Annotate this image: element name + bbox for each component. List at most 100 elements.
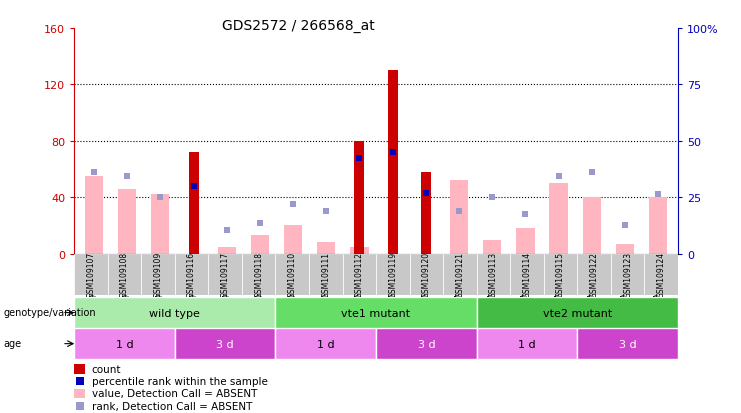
- Text: GSM109123: GSM109123: [623, 252, 632, 298]
- FancyBboxPatch shape: [343, 254, 376, 256]
- Bar: [276, 297, 476, 328]
- FancyBboxPatch shape: [243, 254, 276, 256]
- Bar: [208, 254, 242, 295]
- Bar: [317, 243, 336, 254]
- Text: vte1 mutant: vte1 mutant: [342, 308, 411, 318]
- Bar: [276, 254, 309, 295]
- Bar: [74, 389, 85, 398]
- Text: GSM109113: GSM109113: [489, 252, 498, 298]
- Text: wild type: wild type: [150, 308, 200, 318]
- FancyBboxPatch shape: [276, 254, 310, 256]
- FancyBboxPatch shape: [77, 254, 110, 256]
- Bar: [516, 229, 534, 254]
- Bar: [188, 153, 199, 254]
- Bar: [309, 254, 342, 295]
- Bar: [85, 177, 103, 254]
- Bar: [107, 254, 142, 295]
- Text: GSM109119: GSM109119: [388, 252, 397, 298]
- Bar: [388, 71, 398, 254]
- Bar: [151, 195, 170, 254]
- Bar: [483, 240, 502, 254]
- Bar: [582, 198, 601, 254]
- FancyBboxPatch shape: [110, 254, 144, 256]
- Text: percentile rank within the sample: percentile rank within the sample: [92, 376, 268, 386]
- Bar: [284, 226, 302, 254]
- Bar: [476, 297, 678, 328]
- Bar: [142, 254, 175, 295]
- Bar: [350, 247, 368, 254]
- Text: GSM109116: GSM109116: [187, 252, 196, 298]
- Text: GSM109111: GSM109111: [322, 252, 330, 298]
- FancyBboxPatch shape: [144, 254, 177, 256]
- FancyBboxPatch shape: [476, 254, 509, 256]
- Bar: [74, 297, 276, 328]
- Text: GSM109110: GSM109110: [288, 252, 296, 298]
- Text: 3 d: 3 d: [619, 339, 637, 349]
- Text: value, Detection Call = ABSENT: value, Detection Call = ABSENT: [92, 388, 257, 399]
- FancyBboxPatch shape: [575, 254, 608, 256]
- Text: GSM109121: GSM109121: [456, 252, 465, 298]
- Text: GSM109109: GSM109109: [153, 252, 162, 298]
- Text: 1 d: 1 d: [317, 339, 334, 349]
- Text: GDS2572 / 266568_at: GDS2572 / 266568_at: [222, 19, 375, 33]
- Bar: [450, 181, 468, 254]
- Bar: [276, 328, 376, 359]
- Bar: [218, 247, 236, 254]
- Text: count: count: [92, 364, 122, 374]
- Bar: [242, 254, 276, 295]
- Bar: [649, 198, 667, 254]
- FancyBboxPatch shape: [542, 254, 575, 256]
- FancyBboxPatch shape: [642, 254, 675, 256]
- Text: GSM109124: GSM109124: [657, 252, 665, 298]
- Bar: [476, 254, 511, 295]
- FancyBboxPatch shape: [210, 254, 243, 256]
- Bar: [544, 254, 577, 295]
- Bar: [376, 254, 410, 295]
- FancyBboxPatch shape: [376, 254, 409, 256]
- Bar: [410, 254, 443, 295]
- Bar: [74, 328, 175, 359]
- Text: rank, Detection Call = ABSENT: rank, Detection Call = ABSENT: [92, 401, 252, 411]
- Bar: [354, 141, 365, 254]
- Bar: [549, 184, 568, 254]
- Bar: [611, 254, 645, 295]
- Text: GSM109114: GSM109114: [522, 252, 531, 298]
- Text: 1 d: 1 d: [116, 339, 133, 349]
- FancyBboxPatch shape: [509, 254, 542, 256]
- Bar: [175, 254, 208, 295]
- FancyBboxPatch shape: [608, 254, 642, 256]
- FancyBboxPatch shape: [177, 254, 210, 256]
- Text: GSM109112: GSM109112: [355, 252, 364, 298]
- Bar: [577, 328, 678, 359]
- Text: 3 d: 3 d: [418, 339, 435, 349]
- Text: GSM109108: GSM109108: [120, 252, 129, 298]
- Text: GSM109120: GSM109120: [422, 252, 431, 298]
- Bar: [74, 364, 85, 374]
- Text: GSM109122: GSM109122: [590, 252, 599, 298]
- Text: age: age: [4, 339, 21, 349]
- Bar: [342, 254, 376, 295]
- Bar: [74, 254, 107, 295]
- FancyBboxPatch shape: [310, 254, 343, 256]
- Bar: [421, 172, 431, 254]
- Bar: [645, 254, 678, 295]
- Text: vte2 mutant: vte2 mutant: [542, 308, 612, 318]
- Text: 1 d: 1 d: [518, 339, 536, 349]
- Bar: [443, 254, 476, 295]
- Text: genotype/variation: genotype/variation: [4, 307, 96, 317]
- Bar: [511, 254, 544, 295]
- Text: GSM109107: GSM109107: [87, 252, 96, 298]
- Bar: [175, 328, 276, 359]
- Text: GSM109117: GSM109117: [221, 252, 230, 298]
- Text: GSM109115: GSM109115: [556, 252, 565, 298]
- Bar: [376, 328, 476, 359]
- Bar: [250, 236, 269, 254]
- Text: 3 d: 3 d: [216, 339, 234, 349]
- Bar: [476, 328, 577, 359]
- Bar: [616, 244, 634, 254]
- FancyBboxPatch shape: [442, 254, 476, 256]
- FancyBboxPatch shape: [409, 254, 442, 256]
- Bar: [118, 189, 136, 254]
- Bar: [577, 254, 611, 295]
- Text: GSM109118: GSM109118: [254, 252, 263, 298]
